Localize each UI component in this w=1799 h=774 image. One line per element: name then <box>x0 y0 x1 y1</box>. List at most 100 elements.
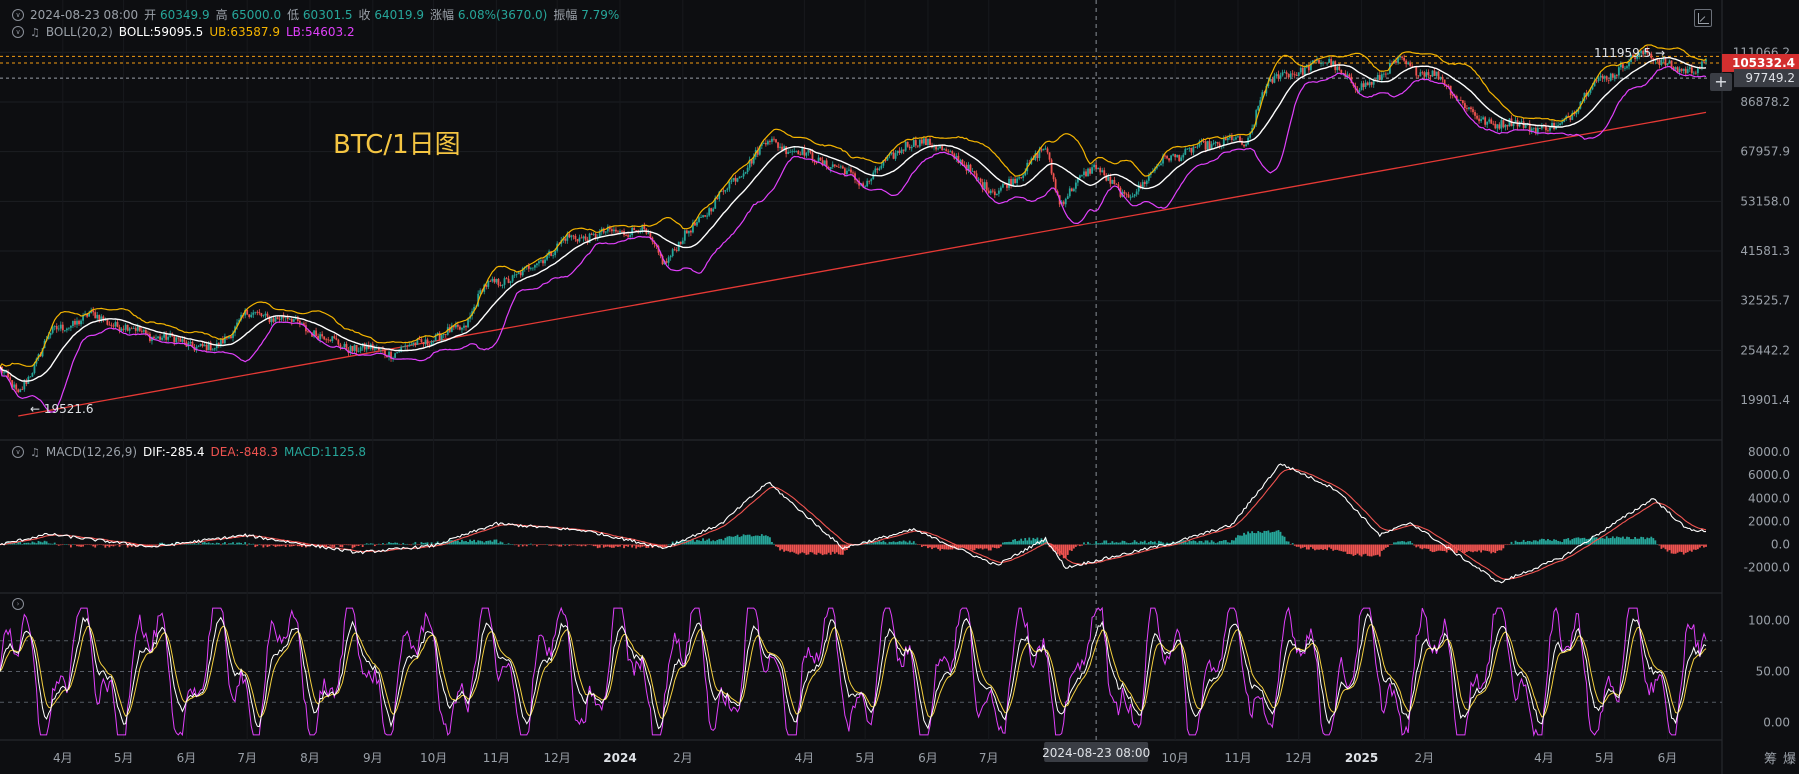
macd-histogram-bar <box>359 544 362 546</box>
collapse-toggle-icon[interactable]: ∨ <box>12 446 24 458</box>
macd-name[interactable]: MACD(12,26,9) <box>45 445 138 459</box>
macd-histogram-bar <box>1251 531 1254 545</box>
collapse-toggle-icon[interactable]: ∨ <box>12 26 24 38</box>
macd-histogram-bar <box>633 544 636 546</box>
macd-histogram-bar <box>1186 542 1189 545</box>
macd-histogram-bar <box>904 541 907 545</box>
macd-histogram-bar <box>795 544 798 554</box>
macd-histogram-bar <box>234 544 236 545</box>
boll-mid: BOLL:59095.5 <box>118 25 204 39</box>
macd-histogram-bar <box>25 542 28 545</box>
macd-histogram-bar <box>240 542 243 545</box>
candle-body <box>1160 163 1162 166</box>
macd-histogram-bar <box>1310 544 1312 548</box>
macd-histogram-bar <box>215 542 218 545</box>
chip-distribution-icon[interactable]: 筹 <box>1764 752 1778 767</box>
macd-histogram-bar <box>102 544 105 546</box>
macd-histogram-bar <box>169 544 172 545</box>
macd-histogram-bar <box>1694 544 1697 550</box>
macd-histogram-bar <box>1496 544 1499 551</box>
candle-body <box>7 371 10 378</box>
liquidation-icon[interactable]: 爆 <box>1783 752 1797 767</box>
candle-body <box>1194 146 1197 148</box>
candle-body <box>1573 112 1576 115</box>
boll-name[interactable]: BOLL(20,2) <box>45 25 113 39</box>
bell-icon[interactable]: ♫ <box>30 25 40 39</box>
candle-body <box>947 151 950 153</box>
macd-histogram-bar <box>1188 540 1191 545</box>
macd-histogram-bar <box>347 544 350 546</box>
macd-histogram-bar <box>1153 541 1156 545</box>
macd-histogram-bar <box>692 538 694 545</box>
macd-histogram-bar <box>1512 543 1515 545</box>
candle-body <box>1052 173 1055 180</box>
candle-body <box>1425 72 1428 77</box>
candle-body <box>300 323 303 325</box>
macd-histogram-bar <box>744 535 747 545</box>
candle-body <box>807 150 810 153</box>
macd-histogram-bar <box>1472 544 1474 553</box>
macd-histogram-bar <box>252 543 255 545</box>
candle-body <box>957 155 960 163</box>
candle-body <box>779 146 781 148</box>
macd-histogram-bar <box>1297 544 1300 547</box>
candle-body <box>740 176 743 178</box>
macd-histogram-bar <box>1660 544 1663 549</box>
candle-body <box>430 342 433 347</box>
candle-body <box>777 142 779 148</box>
candle-body <box>1168 158 1170 161</box>
macd-histogram-bar <box>963 544 966 548</box>
expand-toggle-icon[interactable]: › <box>12 598 24 610</box>
macd-histogram-bar <box>375 544 378 546</box>
candle-body <box>805 152 808 156</box>
fullscreen-icon[interactable] <box>1694 9 1712 27</box>
macd-histogram-bar <box>201 542 204 545</box>
macd-histogram-bar <box>1206 540 1209 545</box>
macd-histogram-bar <box>1093 543 1096 545</box>
macd-histogram-bar <box>1407 541 1410 545</box>
candle-body <box>864 186 867 188</box>
collapse-toggle-icon[interactable]: ∨ <box>12 8 24 21</box>
macd-histogram-bar <box>1528 541 1531 545</box>
bell-icon[interactable]: ♫ <box>30 445 40 459</box>
macd-histogram-bar <box>1453 544 1456 553</box>
macd-histogram-bar <box>224 542 226 545</box>
macd-histogram-bar <box>1202 542 1205 545</box>
macd-histogram-bar <box>920 544 923 547</box>
macd-histogram-bar <box>325 544 328 548</box>
add-alert-button[interactable]: + <box>1710 73 1732 91</box>
candle-body <box>726 188 729 191</box>
candle-body <box>219 339 222 346</box>
macd-histogram-bar <box>497 543 500 545</box>
time-axis-label: 5月 <box>114 751 134 765</box>
candle-body <box>590 233 593 235</box>
macd-histogram-bar <box>1474 544 1476 552</box>
candle-body <box>817 157 820 163</box>
macd-histogram-bar <box>1332 544 1335 551</box>
candle-body <box>408 344 411 347</box>
macd-histogram-bar <box>483 542 486 545</box>
candle-body <box>108 324 111 326</box>
macd-histogram-bar <box>799 544 802 554</box>
candle-body <box>714 198 717 209</box>
low-marker-label: ← 19521.6 <box>30 402 94 416</box>
macd-histogram-bar <box>260 544 263 546</box>
macd-histogram-bar <box>209 543 212 545</box>
macd-histogram-bar <box>1322 544 1324 550</box>
macd-histogram-bar <box>1605 536 1608 545</box>
macd-histogram-bar <box>39 541 42 545</box>
macd-histogram-bar <box>1640 536 1643 545</box>
candle-body <box>1506 124 1509 127</box>
price-axis-label: 25442.2 <box>1740 343 1790 357</box>
candle-body <box>874 168 877 173</box>
candle-body <box>1338 66 1341 70</box>
candle-body <box>1411 65 1414 67</box>
candle-body <box>613 229 615 232</box>
macd-histogram-bar <box>1656 544 1659 545</box>
candle-body <box>1613 75 1616 78</box>
macd-histogram-bar <box>1135 541 1138 545</box>
macd-histogram-bar <box>296 544 299 547</box>
candle-body <box>554 250 557 256</box>
macd-histogram-bar <box>31 541 34 545</box>
